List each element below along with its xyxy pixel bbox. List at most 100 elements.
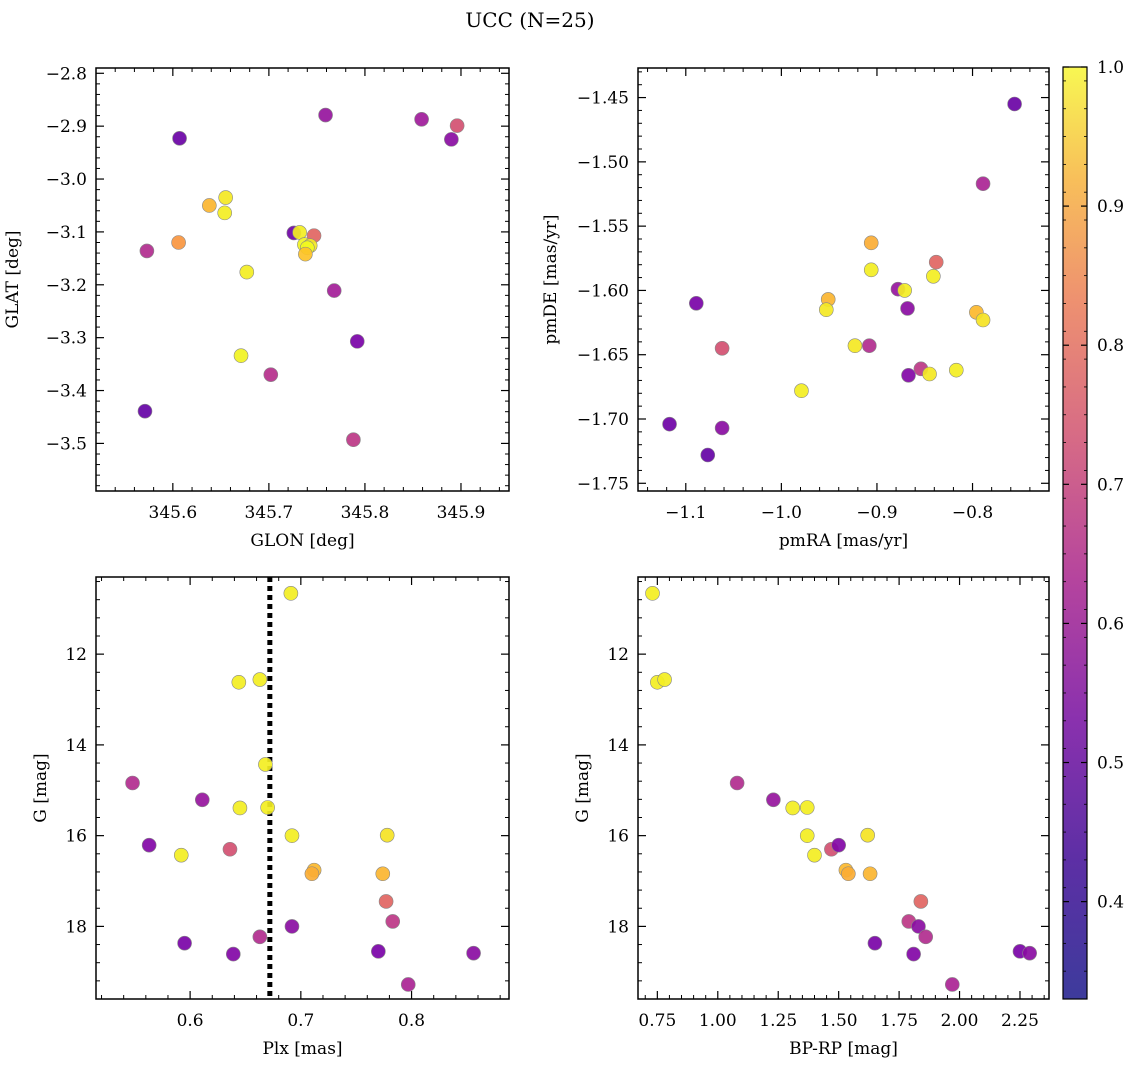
x-tick-label: 345.8	[341, 503, 390, 523]
data-point	[662, 416, 677, 432]
data-point	[818, 302, 834, 318]
data-point	[346, 432, 361, 448]
data-point	[841, 866, 856, 882]
data-point	[137, 403, 153, 419]
data-point	[922, 366, 937, 382]
y-tick-label: −1.50	[577, 153, 629, 173]
data-point	[831, 837, 846, 853]
colorbar-gradient	[1062, 66, 1088, 1000]
data-point	[867, 935, 883, 951]
y-tick-label: −3.2	[46, 276, 87, 296]
panel-3: 0.6 0.7 0.8 12 14 16 18 Plx [mas] G [mag]	[31, 576, 510, 1059]
data-point	[284, 919, 300, 934]
data-point	[794, 383, 809, 399]
data-point	[326, 283, 342, 298]
data-point	[897, 283, 912, 298]
data-point	[260, 800, 275, 815]
x-tick-label: 345.7	[245, 503, 294, 523]
data-point	[926, 268, 941, 284]
colorbar-tick-label: 0.7	[1097, 475, 1124, 495]
data-point	[689, 295, 704, 311]
y-axis-label: G [mag]	[573, 753, 593, 822]
x-tick-label: −0.9	[856, 503, 897, 523]
data-point	[379, 827, 395, 843]
data-point	[944, 977, 960, 992]
data-point	[860, 827, 875, 843]
data-point	[171, 235, 186, 250]
data-point	[700, 447, 716, 463]
data-point	[349, 334, 365, 349]
data-point	[862, 338, 877, 354]
data-point	[194, 792, 210, 808]
data-point	[304, 866, 320, 882]
data-point	[283, 586, 299, 601]
y-tick-label: 12	[65, 645, 87, 665]
panel-2: −1.1 −1.0 −0.9 −0.8 −1.45 −1.50 −1.55 −1.60 −1.6…	[541, 67, 1050, 551]
x-axis-label: pmRA [mas/yr]	[779, 531, 908, 551]
data-point	[225, 946, 241, 962]
y-axis-label: pmDE [mas/yr]	[541, 214, 561, 344]
data-point	[657, 672, 672, 687]
x-tick-label: −0.8	[952, 503, 993, 523]
data-point	[714, 340, 730, 356]
data-point	[449, 118, 465, 133]
data-point	[906, 946, 921, 962]
data-point	[400, 977, 416, 992]
data-point	[1022, 945, 1037, 961]
data-point	[975, 176, 991, 192]
data-point	[222, 841, 238, 857]
x-tick-label: −1.0	[761, 503, 802, 523]
data-point	[239, 264, 255, 280]
y-tick-label: 18	[65, 917, 87, 937]
data-point	[414, 111, 429, 127]
data-point	[173, 847, 189, 863]
colorbar-tick-label: 0.9	[1097, 197, 1124, 217]
data-point	[375, 866, 391, 882]
data-point	[172, 131, 187, 146]
data-point	[444, 132, 459, 147]
data-point	[1007, 96, 1022, 112]
y-tick-label: −1.55	[577, 217, 629, 237]
colorbar-tick-label: 1.0	[1097, 58, 1124, 78]
x-axis-label: GLON [deg]	[250, 531, 354, 551]
data-point	[318, 107, 333, 123]
x-tick-label: 1.25	[759, 1011, 797, 1031]
data-point	[799, 800, 815, 815]
y-tick-label: −2.8	[46, 64, 87, 84]
y-axis-label: G [mag]	[31, 753, 51, 822]
data-point	[862, 866, 878, 882]
data-point	[911, 919, 926, 934]
data-point	[785, 800, 801, 816]
plot-frame	[637, 67, 1050, 492]
figure-title: UCC (N=25)	[465, 8, 594, 32]
data-point	[284, 828, 300, 843]
y-tick-label: −1.60	[577, 281, 629, 301]
colorbar-tick-label: 0.5	[1097, 754, 1124, 774]
x-tick-label: 345.6	[149, 503, 198, 523]
y-tick-label: −3.3	[46, 329, 87, 349]
plot-frame	[637, 576, 1050, 1000]
y-tick-label: −3.5	[46, 434, 87, 454]
y-tick-label: −1.45	[577, 89, 629, 109]
y-tick-label: 18	[607, 917, 629, 937]
data-point	[252, 672, 268, 687]
data-point	[232, 800, 248, 816]
data-point	[863, 235, 879, 251]
colorbar-tick-label: 0.8	[1097, 336, 1124, 356]
colorbar: 0.4 0.5 0.6 0.7 0.8 0.9 1.0	[1062, 58, 1124, 1000]
y-tick-label: −2.9	[46, 117, 87, 137]
data-point	[975, 312, 991, 328]
y-tick-label: 12	[607, 645, 629, 665]
data-point	[202, 198, 217, 213]
x-axis-label: BP-RP [mag]	[789, 1039, 898, 1059]
data-point	[378, 894, 394, 909]
y-tick-label: −3.1	[46, 223, 87, 243]
data-point	[913, 894, 929, 909]
y-tick-label: −1.70	[577, 410, 629, 430]
data-point	[847, 338, 863, 354]
x-tick-label: 1.50	[820, 1011, 858, 1031]
y-tick-label: −3.4	[46, 382, 87, 402]
data-point	[218, 190, 233, 205]
y-tick-label: 14	[607, 736, 629, 756]
